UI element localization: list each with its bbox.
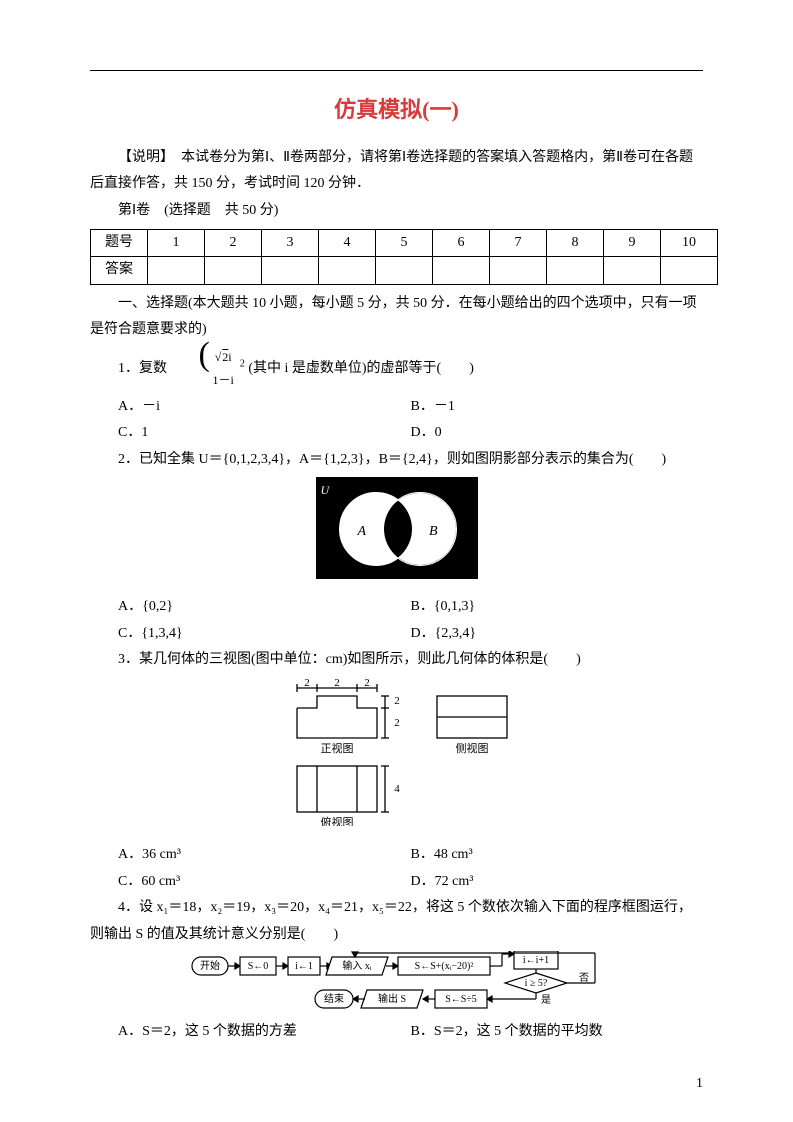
dim-label: 2 xyxy=(334,677,340,689)
q3-text: 3．某几何体的三视图(图中单位：cm)如图所示，则此几何体的体积是( ) xyxy=(90,647,703,674)
option: A．{0,2} xyxy=(118,594,411,621)
option: A．S＝2，这 5 个数据的方差 xyxy=(118,1019,411,1046)
svg-text:S←0: S←0 xyxy=(247,961,268,972)
svg-text:是: 是 xyxy=(541,994,551,1006)
front-view-label: 正视图 xyxy=(320,741,353,755)
dim-label: 4 xyxy=(394,783,400,795)
row-label: 答案 xyxy=(91,257,148,285)
section1-intro: 一、选择题(本大题共 10 小题，每小题 5 分，共 50 分．在每小题给出的四… xyxy=(90,291,703,344)
col-num: 2 xyxy=(205,229,262,257)
table-row: 答案 xyxy=(91,257,718,285)
q1-options-2: C．1 D．0 xyxy=(118,420,703,447)
option: B．－1 xyxy=(411,394,704,421)
svg-text:i←i+1: i←i+1 xyxy=(522,955,548,966)
option: A．36 cm³ xyxy=(118,842,411,869)
three-view-svg: 2 2 2 2 2 4 正视图 侧视图 俯视图 xyxy=(267,676,527,826)
doc-title: 仿真模拟(一) xyxy=(90,89,703,131)
page-number: 1 xyxy=(696,1071,703,1098)
q4-text: 4．设 x₁＝18，x₂＝19，x₃＝20，x₄＝21，x₅＝22，将这 5 个… xyxy=(90,895,703,948)
col-num: 3 xyxy=(262,229,319,257)
q2-options-2: C．{1,3,4} D．{2,3,4} xyxy=(118,621,703,648)
col-num: 1 xyxy=(148,229,205,257)
venn-b-label: B xyxy=(429,519,438,546)
option: B．S＝2，这 5 个数据的平均数 xyxy=(411,1019,704,1046)
col-num: 6 xyxy=(433,229,490,257)
dim-label: 2 xyxy=(394,717,400,729)
svg-text:i←1: i←1 xyxy=(295,961,313,972)
q1-fraction: √√2i2i 1－i xyxy=(171,344,240,394)
side-view-label: 侧视图 xyxy=(455,741,488,755)
q3-options: A．36 cm³ B．48 cm³ xyxy=(118,842,703,869)
col-num: 7 xyxy=(490,229,547,257)
top-view-label: 俯视图 xyxy=(320,815,353,826)
col-num: 5 xyxy=(376,229,433,257)
flowchart-svg: 开始 S←0 i←1 输入 xᵢ S←S+(xᵢ−20)² i←i+1 i ≥ … xyxy=(187,951,607,1013)
option: C．1 xyxy=(118,420,411,447)
option: D．72 cm³ xyxy=(411,869,704,896)
dim-label: 2 xyxy=(364,677,370,689)
svg-text:S←S+(xᵢ−20)²: S←S+(xᵢ−20)² xyxy=(414,961,473,972)
part1-heading: 第Ⅰ卷 (选择题 共 50 分) xyxy=(90,198,703,225)
option: C．60 cm³ xyxy=(118,869,411,896)
option: B．48 cm³ xyxy=(411,842,704,869)
q1-exp: 2 xyxy=(240,358,245,369)
option: A．－i xyxy=(118,394,411,421)
q1-after: (其中 i 是虚数单位)的虚部等于( ) xyxy=(248,361,474,376)
q1-options: A．－i B．－1 xyxy=(118,394,703,421)
svg-text:i ≥ 5?: i ≥ 5? xyxy=(524,978,547,989)
svg-text:输出 S: 输出 S xyxy=(377,992,405,1005)
q1-text: 1．复数 √√2i2i 1－i 2 (其中 i 是虚数单位)的虚部等于( ) xyxy=(90,344,703,394)
q2-venn: U A B xyxy=(90,477,703,590)
venn-a-label: A xyxy=(358,519,367,546)
answer-grid-table: 题号 1 2 3 4 5 6 7 8 9 10 答案 xyxy=(90,229,718,285)
intro-paragraph: 【说明】 本试卷分为第Ⅰ、Ⅱ卷两部分，请将第Ⅰ卷选择题的答案填入答题格内，第Ⅱ卷… xyxy=(90,145,703,198)
q1-before: 1．复数 xyxy=(118,361,167,376)
venn-circle-b: B xyxy=(383,492,457,566)
q2-text: 2．已知全集 U＝{0,1,2,3,4}，A＝{1,2,3}，B＝{2,4}，则… xyxy=(90,447,703,474)
q4-options: A．S＝2，这 5 个数据的方差 B．S＝2，这 5 个数据的平均数 xyxy=(118,1019,703,1046)
venn-b-fill xyxy=(384,493,456,565)
col-num: 8 xyxy=(547,229,604,257)
col-num: 9 xyxy=(604,229,661,257)
q4-flowchart: 开始 S←0 i←1 输入 xᵢ S←S+(xᵢ−20)² i←i+1 i ≥ … xyxy=(90,951,703,1013)
option: D．{2,3,4} xyxy=(411,621,704,648)
q1-frac-num: √√2i2i xyxy=(185,346,234,369)
q3-figure: 2 2 2 2 2 4 正视图 侧视图 俯视图 xyxy=(90,676,703,837)
col-num: 10 xyxy=(661,229,718,257)
table-row: 题号 1 2 3 4 5 6 7 8 9 10 xyxy=(91,229,718,257)
dim-label: 2 xyxy=(304,677,310,689)
svg-text:S←S÷5: S←S÷5 xyxy=(445,994,477,1005)
q1-frac-den: 1－i xyxy=(185,369,234,392)
option: D．0 xyxy=(411,420,704,447)
svg-text:否: 否 xyxy=(579,972,589,984)
row-label: 题号 xyxy=(91,229,148,257)
svg-text:输入 xᵢ: 输入 xᵢ xyxy=(342,959,371,972)
top-rule xyxy=(90,70,703,71)
q3-options-2: C．60 cm³ D．72 cm³ xyxy=(118,869,703,896)
page: 仿真模拟(一) 【说明】 本试卷分为第Ⅰ、Ⅱ卷两部分，请将第Ⅰ卷选择题的答案填入… xyxy=(0,0,793,1122)
venn-u-label: U xyxy=(321,479,330,502)
svg-text:结束: 结束 xyxy=(324,992,344,1005)
option: B．{0,1,3} xyxy=(411,594,704,621)
svg-text:开始: 开始 xyxy=(200,959,220,972)
q2-options: A．{0,2} B．{0,1,3} xyxy=(118,594,703,621)
dim-label: 2 xyxy=(394,695,400,707)
option: C．{1,3,4} xyxy=(118,621,411,648)
col-num: 4 xyxy=(319,229,376,257)
venn-diagram: U A B xyxy=(316,477,478,579)
